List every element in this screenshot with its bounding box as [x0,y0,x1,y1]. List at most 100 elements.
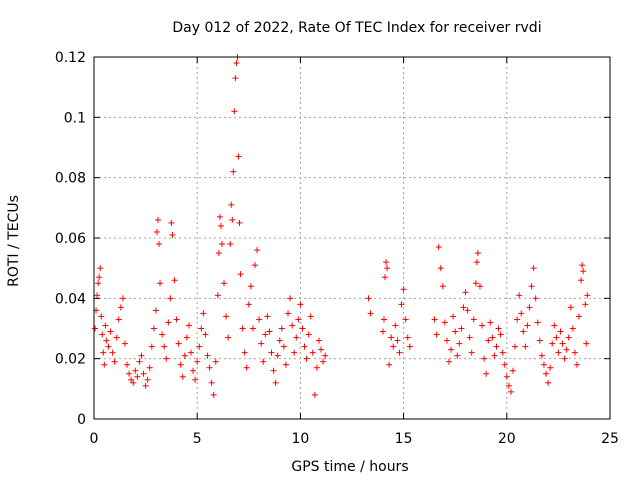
data-point [134,373,141,380]
data-point [474,250,481,257]
data-point [264,313,271,320]
data-point [576,313,583,320]
data-point [545,379,552,386]
data-point [218,241,225,248]
data-point [152,307,159,314]
data-point [497,331,504,338]
data-point [553,334,560,341]
data-point [192,376,199,383]
data-point [448,346,455,353]
data-point [466,334,473,341]
x-axis-label: GPS time / hours [291,459,408,475]
data-point [509,367,516,374]
data-point [249,325,256,332]
y-axis-label: ROTI / TECUs [6,195,22,287]
data-point [481,355,488,362]
data-point [233,60,240,67]
data-point [225,334,232,341]
data-point [289,322,296,329]
data-point [237,271,244,278]
data-point [115,316,122,323]
data-point [386,361,393,368]
data-point [175,340,182,347]
data-point [583,340,590,347]
data-point [579,262,586,269]
data-point [204,352,211,359]
data-point [468,349,475,356]
data-point [103,337,110,344]
data-point [148,343,155,350]
y-tick-label: 0.08 [55,171,86,187]
data-points-layer [92,54,591,398]
data-point [243,364,250,371]
data-point [215,250,222,257]
data-point [130,379,137,386]
data-point [245,301,252,308]
data-point [282,361,289,368]
data-point [578,277,585,284]
x-tick-label: 25 [601,431,619,447]
data-point [507,388,514,395]
data-point [111,358,118,365]
data-point [214,292,221,299]
data-point [365,295,372,302]
data-point [227,241,234,248]
data-point [571,349,578,356]
data-point [206,364,213,371]
data-point [299,325,306,332]
data-point [431,316,438,323]
data-point [251,262,258,269]
data-point [128,376,135,383]
data-point [156,241,163,248]
data-point [520,328,527,335]
data-point [437,265,444,272]
data-point [398,301,405,308]
data-point [538,352,545,359]
data-point [268,349,275,356]
data-point [493,343,500,350]
data-point [499,349,506,356]
data-point [258,340,265,347]
chart-title: Day 012 of 2022, Rate Of TEC Index for r… [172,20,541,36]
data-point [456,340,463,347]
data-point [383,259,390,266]
data-point [320,358,327,365]
data-point [452,328,459,335]
data-point [518,310,525,317]
data-point [297,301,304,308]
data-point [301,343,308,350]
data-point [313,364,320,371]
data-point [367,310,374,317]
y-tick-label: 0.04 [55,291,86,307]
data-point [188,349,195,356]
data-point [185,322,192,329]
data-point [285,310,292,317]
data-point [287,295,294,302]
data-point [239,325,246,332]
data-point [309,349,316,356]
x-tick-label: 10 [291,431,309,447]
data-point [179,373,186,380]
data-point [96,274,103,281]
y-tick-label: 0.12 [55,50,86,66]
data-point [311,391,318,398]
data-point [460,304,467,311]
y-tick-label: 0 [77,412,86,428]
data-point [503,373,510,380]
data-point [105,343,112,350]
data-point [92,325,99,332]
data-point [228,201,235,208]
data-point [584,292,591,299]
data-point [173,316,180,323]
data-point [295,316,302,323]
data-point [124,361,131,368]
data-point [169,231,176,238]
y-tick-label: 0.02 [55,352,86,368]
data-point [165,319,172,326]
data-point [400,286,407,293]
data-point [489,334,496,341]
data-point [254,247,261,254]
data-point [161,343,168,350]
